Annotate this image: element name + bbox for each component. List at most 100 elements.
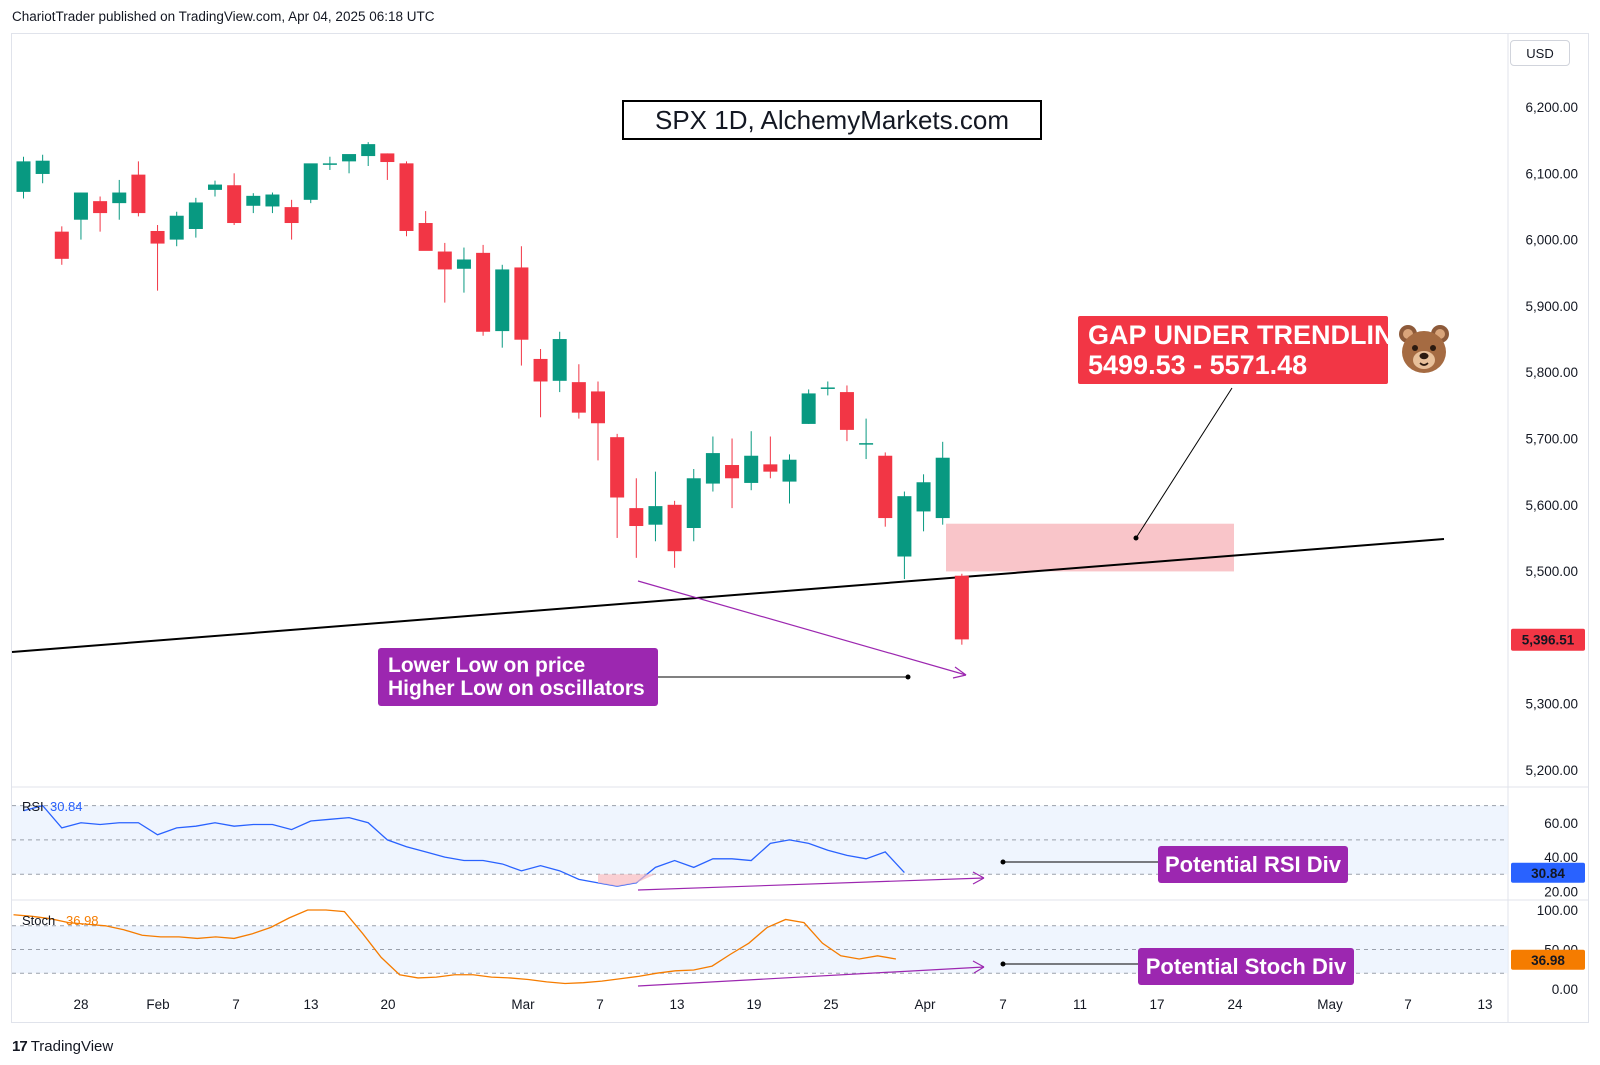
trendline[interactable] [11, 538, 1445, 653]
stoch-value-badge [1511, 949, 1585, 970]
candle-body[interactable] [744, 455, 759, 483]
candle-body[interactable] [437, 251, 452, 270]
candle-body[interactable] [131, 174, 146, 214]
candle-body[interactable] [456, 259, 471, 269]
rsi-line[interactable] [23, 804, 905, 887]
currency-button[interactable]: USD [1510, 40, 1570, 66]
candle-body[interactable] [782, 459, 797, 482]
rsi-tick-label: 20.00 [1544, 884, 1578, 899]
stoch-div-label: Potential Stoch Div [1138, 948, 1354, 985]
price-tick-label: 6,100.00 [1525, 166, 1578, 181]
div-label-line1: Lower Low on price [388, 654, 586, 677]
x-tick-label: 7 [1404, 997, 1412, 1012]
candle-body[interactable] [916, 482, 931, 512]
rsi-div-label: Potential RSI Div [1158, 846, 1348, 883]
candle-body[interactable] [571, 382, 586, 413]
candle-body[interactable] [591, 391, 605, 424]
x-tick-label: 28 [73, 997, 88, 1012]
gap-callout-line [1135, 387, 1233, 539]
candle-body[interactable] [552, 339, 567, 381]
last-price-label: 5,396.51 [1522, 633, 1575, 648]
candle-body[interactable] [322, 163, 337, 165]
x-tick-label: 20 [380, 997, 395, 1012]
candle-body[interactable] [188, 202, 203, 229]
x-tick-label: Feb [146, 997, 169, 1012]
candle-body[interactable] [112, 192, 127, 204]
candle-body[interactable] [169, 215, 184, 240]
rsi-badge-label: 30.84 [1531, 866, 1565, 881]
x-tick-label: 13 [1477, 997, 1492, 1012]
candle-body[interactable] [227, 185, 242, 224]
candle-body[interactable] [418, 223, 433, 251]
candle-body[interactable] [246, 195, 261, 206]
rsi-callout-dot [1000, 859, 1006, 865]
candle-body[interactable] [35, 160, 50, 174]
arrowhead [952, 666, 967, 679]
x-tick-label: May [1317, 997, 1343, 1012]
stoch-line[interactable] [13, 909, 897, 985]
candle-body[interactable] [514, 267, 529, 340]
gap-label-line1: GAP UNDER TRENDLINE [1088, 320, 1412, 350]
candle-body[interactable] [667, 504, 682, 552]
candle-body[interactable] [878, 455, 893, 519]
gap-annotation: GAP UNDER TRENDLINE 5499.53 - 5571.48 [1078, 316, 1412, 384]
price-tick-label: 6,200.00 [1525, 100, 1578, 115]
candle-body[interactable] [763, 464, 778, 472]
candle-body[interactable] [361, 144, 376, 157]
price-tick-label: 5,700.00 [1525, 432, 1578, 447]
candle-body[interactable] [801, 393, 816, 424]
candle-body[interactable] [93, 201, 108, 214]
candle-body[interactable] [303, 163, 318, 200]
candle-body[interactable] [476, 252, 491, 332]
candle-body[interactable] [648, 506, 663, 525]
price-divergence-arrow [637, 580, 967, 676]
x-tick-label: 17 [1149, 997, 1164, 1012]
gap-zone [946, 523, 1234, 572]
tv-logo-icon: 17 [12, 1038, 28, 1055]
rsi-name: RSI [22, 799, 44, 814]
rsi-divergence-arrow [637, 877, 985, 891]
stoch-divergence-arrow [637, 966, 985, 987]
candle-body[interactable] [208, 184, 222, 190]
candle-body[interactable] [859, 443, 874, 445]
x-tick-label: 19 [746, 997, 761, 1012]
candle-body[interactable] [725, 465, 740, 479]
candle-body[interactable] [54, 231, 69, 259]
candle-body[interactable] [342, 154, 357, 162]
candle-body[interactable] [265, 194, 280, 207]
candle-body[interactable] [495, 269, 510, 332]
candle-body[interactable] [533, 358, 548, 382]
candle-body[interactable] [897, 496, 912, 557]
rsi-tick-label: 40.00 [1544, 850, 1578, 865]
bear-face-icon [1399, 325, 1449, 373]
candle-body[interactable] [954, 575, 969, 640]
x-tick-label: 7 [232, 997, 240, 1012]
tv-logo-text: TradingView [30, 1038, 114, 1055]
candle-body[interactable] [935, 457, 950, 519]
candle-body[interactable] [16, 161, 31, 192]
candle-body[interactable] [610, 437, 625, 498]
price-tick-label: 5,200.00 [1525, 763, 1578, 778]
candle-body[interactable] [629, 508, 644, 527]
candle-body[interactable] [820, 387, 835, 389]
candle-body[interactable] [686, 478, 701, 529]
candle-body[interactable] [399, 163, 414, 231]
divergence-annotation: Lower Low on price Higher Low on oscilla… [378, 648, 658, 706]
candle-body[interactable] [380, 153, 395, 163]
candle-body[interactable] [839, 392, 854, 430]
price-tick-label: 6,000.00 [1525, 233, 1578, 248]
stoch-value: 36.98 [66, 913, 99, 928]
x-tick-label: 13 [669, 997, 684, 1012]
x-tick-label: 11 [1073, 997, 1087, 1012]
candle-body[interactable] [150, 230, 165, 244]
div-callout-dot [905, 674, 911, 680]
tradingview-logo: 17 TradingView [12, 1038, 113, 1055]
x-tick-label: 7 [596, 997, 604, 1012]
price-tick-label: 5,900.00 [1525, 299, 1578, 314]
candle-body[interactable] [284, 207, 299, 224]
candle-body[interactable] [73, 192, 88, 220]
rsi-oversold-fill [598, 874, 656, 887]
stoch-tick-label: 100.00 [1537, 903, 1578, 918]
candle-body[interactable] [705, 453, 720, 484]
